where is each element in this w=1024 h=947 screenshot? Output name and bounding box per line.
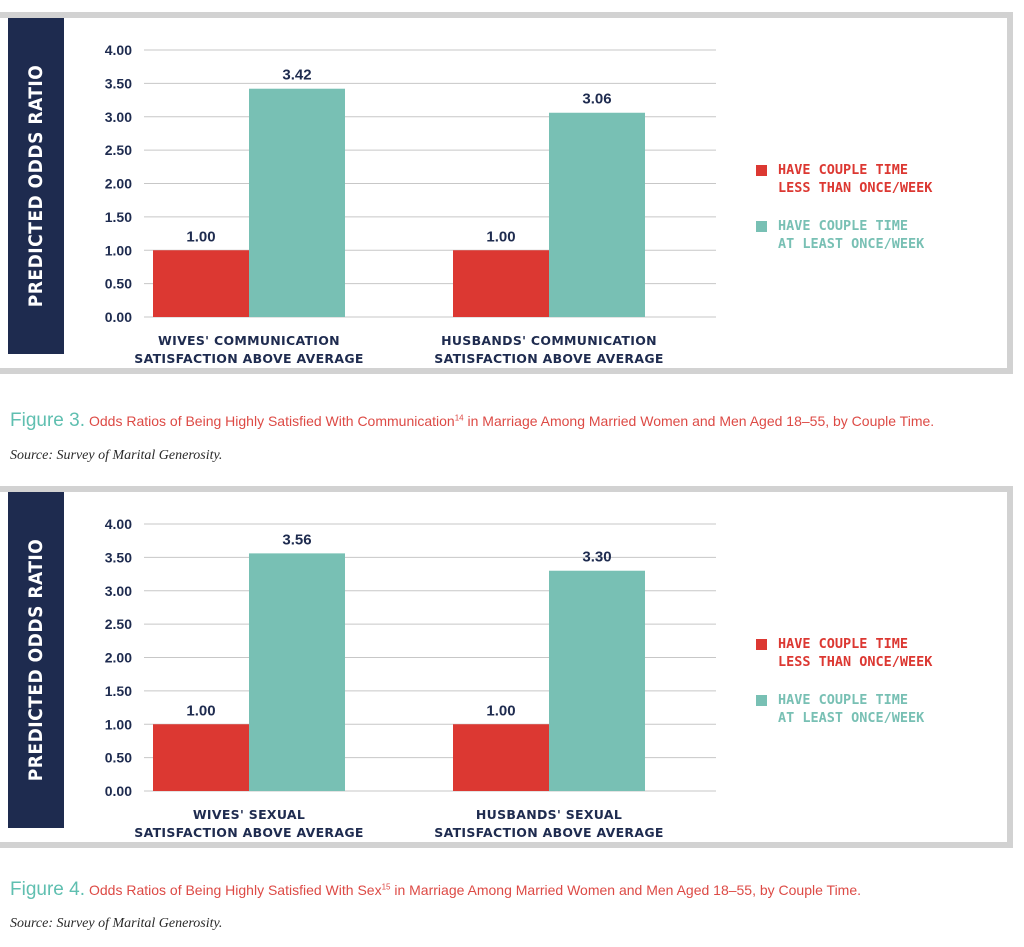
bar bbox=[153, 724, 249, 791]
y-tick-label: 0.00 bbox=[105, 309, 132, 325]
figure-4-source: Source: Survey of Marital Generosity. bbox=[10, 916, 223, 931]
legend-label-line-1: HAVE COUPLE TIME bbox=[778, 636, 909, 652]
bar bbox=[453, 724, 549, 791]
y-tick-label: 2.50 bbox=[105, 616, 132, 632]
legend-label-line-1: HAVE COUPLE TIME bbox=[778, 218, 909, 234]
bar bbox=[549, 112, 645, 318]
y-tick-label: 4.00 bbox=[105, 516, 132, 532]
legend-swatch-teal bbox=[756, 695, 767, 706]
figure-3-caption: Figure 3. Odds Ratios of Being Highly Sat… bbox=[10, 410, 934, 432]
figure-label: Figure 3. bbox=[10, 410, 85, 431]
data-label: 1.00 bbox=[186, 702, 215, 719]
data-label: 3.30 bbox=[582, 549, 611, 566]
y-axis-label: PREDICTED ODDS RATIO bbox=[25, 538, 47, 782]
y-tick-label: 2.50 bbox=[105, 142, 132, 158]
legend-label-line-1: HAVE COUPLE TIME bbox=[778, 692, 909, 708]
data-label: 1.00 bbox=[186, 228, 215, 245]
legend-item-at-least-once-week: HAVE COUPLE TIME AT LEAST ONCE/WEEK bbox=[756, 217, 932, 253]
y-tick-label: 3.00 bbox=[105, 109, 132, 125]
y-axis-label: PREDICTED ODDS RATIO bbox=[25, 64, 47, 308]
y-tick-label: 4.00 bbox=[105, 42, 132, 58]
category-label: WIVES' SEXUAL bbox=[193, 807, 305, 822]
legend-swatch-red bbox=[756, 639, 767, 650]
category-label: SATISFACTION ABOVE AVERAGE bbox=[434, 825, 663, 840]
figure-4-caption: Figure 4. Odds Ratios of Being Highly Sat… bbox=[10, 879, 861, 901]
data-label: 1.00 bbox=[486, 702, 515, 719]
data-label: 1.00 bbox=[486, 228, 515, 245]
y-tick-label: 2.00 bbox=[105, 650, 132, 666]
bar bbox=[249, 88, 345, 317]
y-tick-label: 3.50 bbox=[105, 75, 132, 91]
category-label: HUSBANDS' COMMUNICATION bbox=[441, 333, 657, 348]
data-label: 3.56 bbox=[282, 531, 311, 548]
bar bbox=[153, 250, 249, 317]
footnote-ref: 14 bbox=[454, 413, 464, 423]
y-tick-label: 0.50 bbox=[105, 276, 132, 292]
figure-3-chart-panel: PREDICTED ODDS RATIO 0.00 0.50 1.00 1.50 2.0… bbox=[0, 12, 1013, 374]
figure-3-source: Source: Survey of Marital Generosity. bbox=[10, 448, 223, 463]
bar bbox=[549, 570, 645, 791]
y-tick-label: 2.00 bbox=[105, 176, 132, 192]
figure-4-bar-chart: 0.00 0.50 1.00 1.50 2.00 2.50 3.00 3.50 4.00 1.00… bbox=[105, 516, 716, 840]
caption-text-end: in Marriage Among Married Women and Men … bbox=[390, 882, 862, 898]
y-tick-label: 3.00 bbox=[105, 583, 132, 599]
y-tick-label: 1.50 bbox=[105, 209, 132, 225]
category-label: SATISFACTION ABOVE AVERAGE bbox=[134, 351, 363, 366]
y-tick-label: 3.50 bbox=[105, 549, 132, 565]
caption-text: Odds Ratios of Being Highly Satisfied Wi… bbox=[88, 882, 382, 898]
figure-4-chart-panel: PREDICTED ODDS RATIO 0.00 0.50 1.00 1.50 2.0… bbox=[0, 486, 1013, 848]
category-label: HUSBANDS' SEXUAL bbox=[476, 807, 622, 822]
figure-label: Figure 4. bbox=[10, 879, 85, 900]
legend-label-line-2: LESS THAN ONCE/WEEK bbox=[778, 180, 933, 196]
y-tick-label: 1.50 bbox=[105, 683, 132, 699]
legend-item-less-than-once-week: HAVE COUPLE TIME LESS THAN ONCE/WEEK bbox=[756, 161, 932, 197]
legend-label-line-2: AT LEAST ONCE/WEEK bbox=[778, 710, 925, 726]
bar bbox=[249, 553, 345, 791]
caption-text: Odds Ratios of Being Highly Satisfied Wi… bbox=[88, 413, 455, 429]
legend-swatch-red bbox=[756, 165, 767, 176]
caption-text-end: in Marriage Among Married Women and Men … bbox=[463, 413, 935, 429]
legend-label-line-1: HAVE COUPLE TIME bbox=[778, 162, 909, 178]
y-tick-label: 1.00 bbox=[105, 716, 132, 732]
data-label: 3.42 bbox=[282, 67, 311, 84]
y-axis-label-bar: PREDICTED ODDS RATIO bbox=[8, 492, 64, 828]
bar bbox=[453, 250, 549, 317]
figure-3-bar-chart: 0.00 0.50 1.00 1.50 2.00 2.50 3.00 3.50 4.00 1.00… bbox=[105, 42, 716, 366]
legend-label-line-2: AT LEAST ONCE/WEEK bbox=[778, 236, 925, 252]
category-label: SATISFACTION ABOVE AVERAGE bbox=[134, 825, 363, 840]
legend: HAVE COUPLE TIME LESS THAN ONCE/WEEK HAV… bbox=[756, 635, 932, 747]
legend-item-at-least-once-week: HAVE COUPLE TIME AT LEAST ONCE/WEEK bbox=[756, 691, 932, 727]
y-tick-label: 0.50 bbox=[105, 750, 132, 766]
data-label: 3.06 bbox=[582, 91, 611, 108]
legend-label-line-2: LESS THAN ONCE/WEEK bbox=[778, 654, 933, 670]
y-tick-label: 1.00 bbox=[105, 242, 132, 258]
y-axis-label-bar: PREDICTED ODDS RATIO bbox=[8, 18, 64, 354]
category-label: SATISFACTION ABOVE AVERAGE bbox=[434, 351, 663, 366]
footnote-ref: 15 bbox=[381, 882, 391, 892]
legend-item-less-than-once-week: HAVE COUPLE TIME LESS THAN ONCE/WEEK bbox=[756, 635, 932, 671]
legend-swatch-teal bbox=[756, 221, 767, 232]
y-tick-label: 0.00 bbox=[105, 783, 132, 799]
legend: HAVE COUPLE TIME LESS THAN ONCE/WEEK HAV… bbox=[756, 161, 932, 273]
category-label: WIVES' COMMUNICATION bbox=[158, 333, 340, 348]
